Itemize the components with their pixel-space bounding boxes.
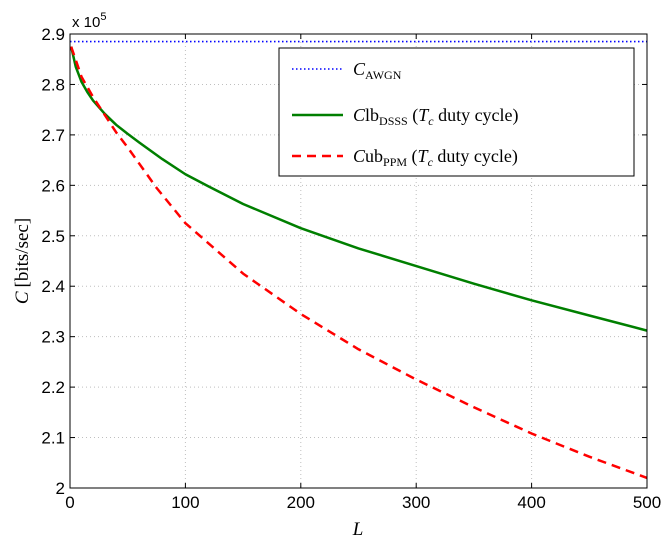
x-tick-label: 300 <box>402 493 430 512</box>
y-tick-label: 2.7 <box>41 126 65 145</box>
legend-label-awgn: CAWGN <box>353 59 402 82</box>
y-axis-label: C[bits/sec] <box>12 218 33 304</box>
x-tick-label: 200 <box>287 493 315 512</box>
y-tick-label: 2.2 <box>41 378 65 397</box>
y-exponent: x 105 <box>72 11 106 31</box>
legend-box <box>278 47 635 177</box>
y-tick-label: 2 <box>56 479 65 498</box>
series-line-dsss <box>69 46 648 332</box>
legend-label-ppm: CubPPM (Tc duty cycle) <box>353 146 518 169</box>
y-tick-label: 2.6 <box>41 176 65 195</box>
x-tick-label: 100 <box>171 493 199 512</box>
legend-label-dsss: ClbDSSS (Tc duty cycle) <box>353 105 519 128</box>
legend: CAWGN ClbDSSS (Tc duty cycle) CubPPM (Tc… <box>278 47 635 177</box>
ticks: 0 100 200 300 400 500 2 2.1 2.2 2.3 2.4 2.5 2.6 2.7 2.… <box>41 25 661 512</box>
x-tick-label: 400 <box>517 493 545 512</box>
series-group <box>69 40 648 480</box>
y-tick-label: 2.3 <box>41 328 65 347</box>
x-tick-label: 0 <box>65 493 74 512</box>
y-tick-label: 2.1 <box>41 429 65 448</box>
x-tick-label: 500 <box>633 493 661 512</box>
y-tick-label: 2.9 <box>41 25 65 44</box>
y-tick-label: 2.5 <box>41 227 65 246</box>
x-axis-label: L <box>352 519 364 540</box>
y-tick-label: 2.8 <box>41 75 65 94</box>
y-tick-label: 2.4 <box>41 277 65 296</box>
series-line-ppm <box>69 46 648 480</box>
plot-frame <box>69 33 648 489</box>
